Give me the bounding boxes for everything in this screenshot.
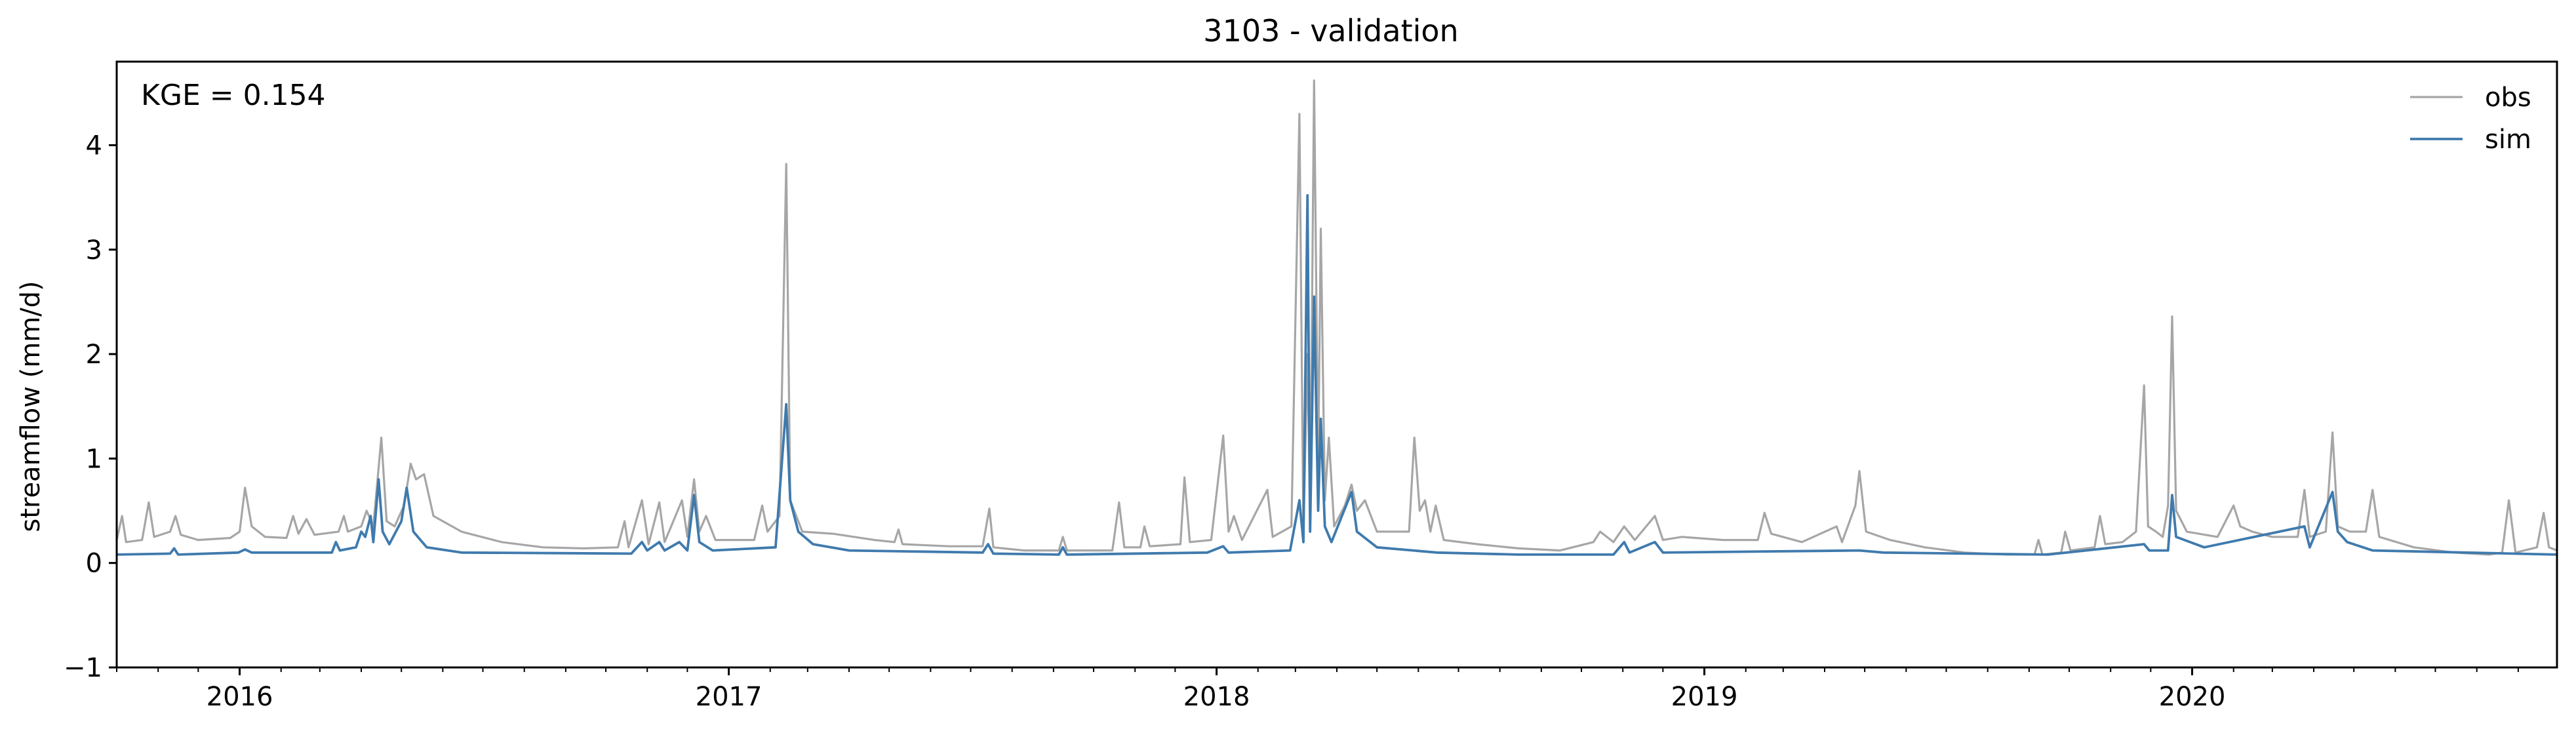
plot-area-frame bbox=[115, 60, 2558, 669]
legend-label-obs: obs bbox=[2485, 83, 2531, 113]
legend-label-sim: sim bbox=[2485, 125, 2531, 155]
y-tick-label: −1 bbox=[64, 653, 102, 683]
y-axis: −1 0 1 2 3 4 bbox=[64, 130, 117, 683]
x-tick-label: 2017 bbox=[696, 682, 763, 712]
y-tick-label: 1 bbox=[86, 444, 102, 474]
legend: obs sim bbox=[2410, 83, 2531, 155]
y-tick-label: 4 bbox=[86, 130, 102, 161]
y-axis-label: streamflow (mm/d) bbox=[16, 281, 46, 532]
x-tick-label: 2016 bbox=[207, 682, 273, 712]
series-line-obs bbox=[117, 79, 2557, 556]
chart-title: 3103 - validation bbox=[1203, 13, 1458, 49]
x-tick-label: 2019 bbox=[1671, 682, 1738, 712]
series-line-sim bbox=[117, 194, 2557, 556]
kge-annotation: KGE = 0.154 bbox=[141, 79, 326, 112]
y-tick-label: 2 bbox=[86, 340, 102, 370]
y-tick-label: 3 bbox=[86, 235, 102, 266]
y-tick-label: 0 bbox=[86, 549, 102, 579]
x-tick-label: 2020 bbox=[2159, 682, 2226, 712]
x-tick-label: 2018 bbox=[1183, 682, 1250, 712]
x-axis: 2016 2017 2018 2019 2020 bbox=[116, 667, 2519, 712]
